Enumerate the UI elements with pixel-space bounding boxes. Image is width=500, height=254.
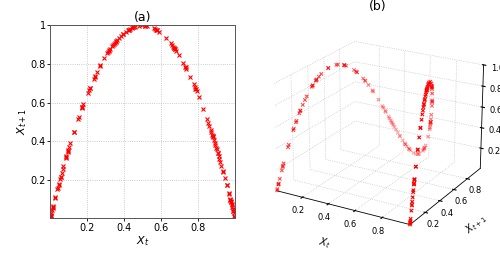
Title: (a): (a) bbox=[134, 11, 151, 24]
Y-axis label: $X_{t+1}$: $X_{t+1}$ bbox=[16, 108, 29, 135]
Title: (b): (b) bbox=[368, 0, 386, 13]
Y-axis label: $X_{t+1}$: $X_{t+1}$ bbox=[462, 212, 489, 237]
X-axis label: $X_t$: $X_t$ bbox=[136, 234, 149, 248]
X-axis label: $X_t$: $X_t$ bbox=[316, 235, 332, 251]
